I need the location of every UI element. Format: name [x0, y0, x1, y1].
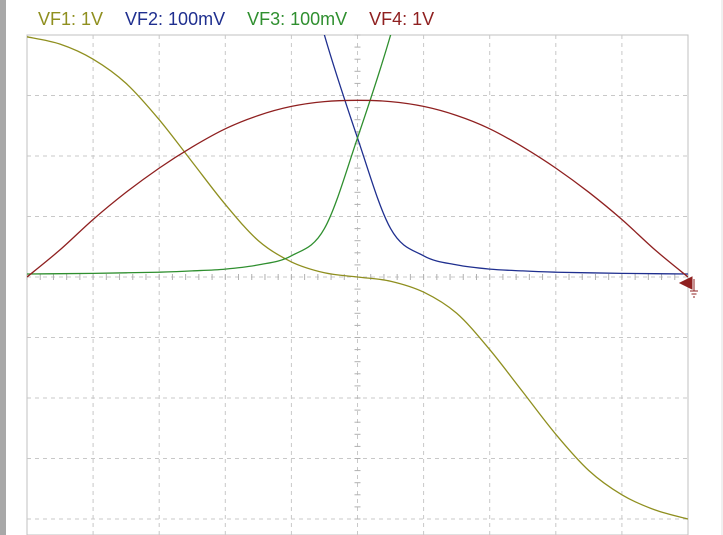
channel-legend: VF1: 1V VF2: 100mV VF3: 100mV VF4: 1V [38, 8, 456, 30]
channel-offset-marker[interactable] [678, 276, 693, 290]
legend-vf4[interactable]: VF4: 1V [369, 9, 435, 29]
trace-1[interactable] [27, 36, 688, 520]
traces [27, 0, 688, 520]
window-left-border [0, 0, 6, 535]
legend-vf1[interactable]: VF1: 1V [38, 9, 104, 29]
legend-vf2[interactable]: VF2: 100mV [125, 9, 226, 29]
markers [678, 276, 698, 298]
window-right-border [721, 0, 723, 535]
trace-2[interactable] [316, 0, 688, 275]
trace-4[interactable] [27, 99, 688, 278]
legend-vf3[interactable]: VF3: 100mV [247, 9, 348, 29]
trace-3[interactable] [27, 0, 399, 275]
